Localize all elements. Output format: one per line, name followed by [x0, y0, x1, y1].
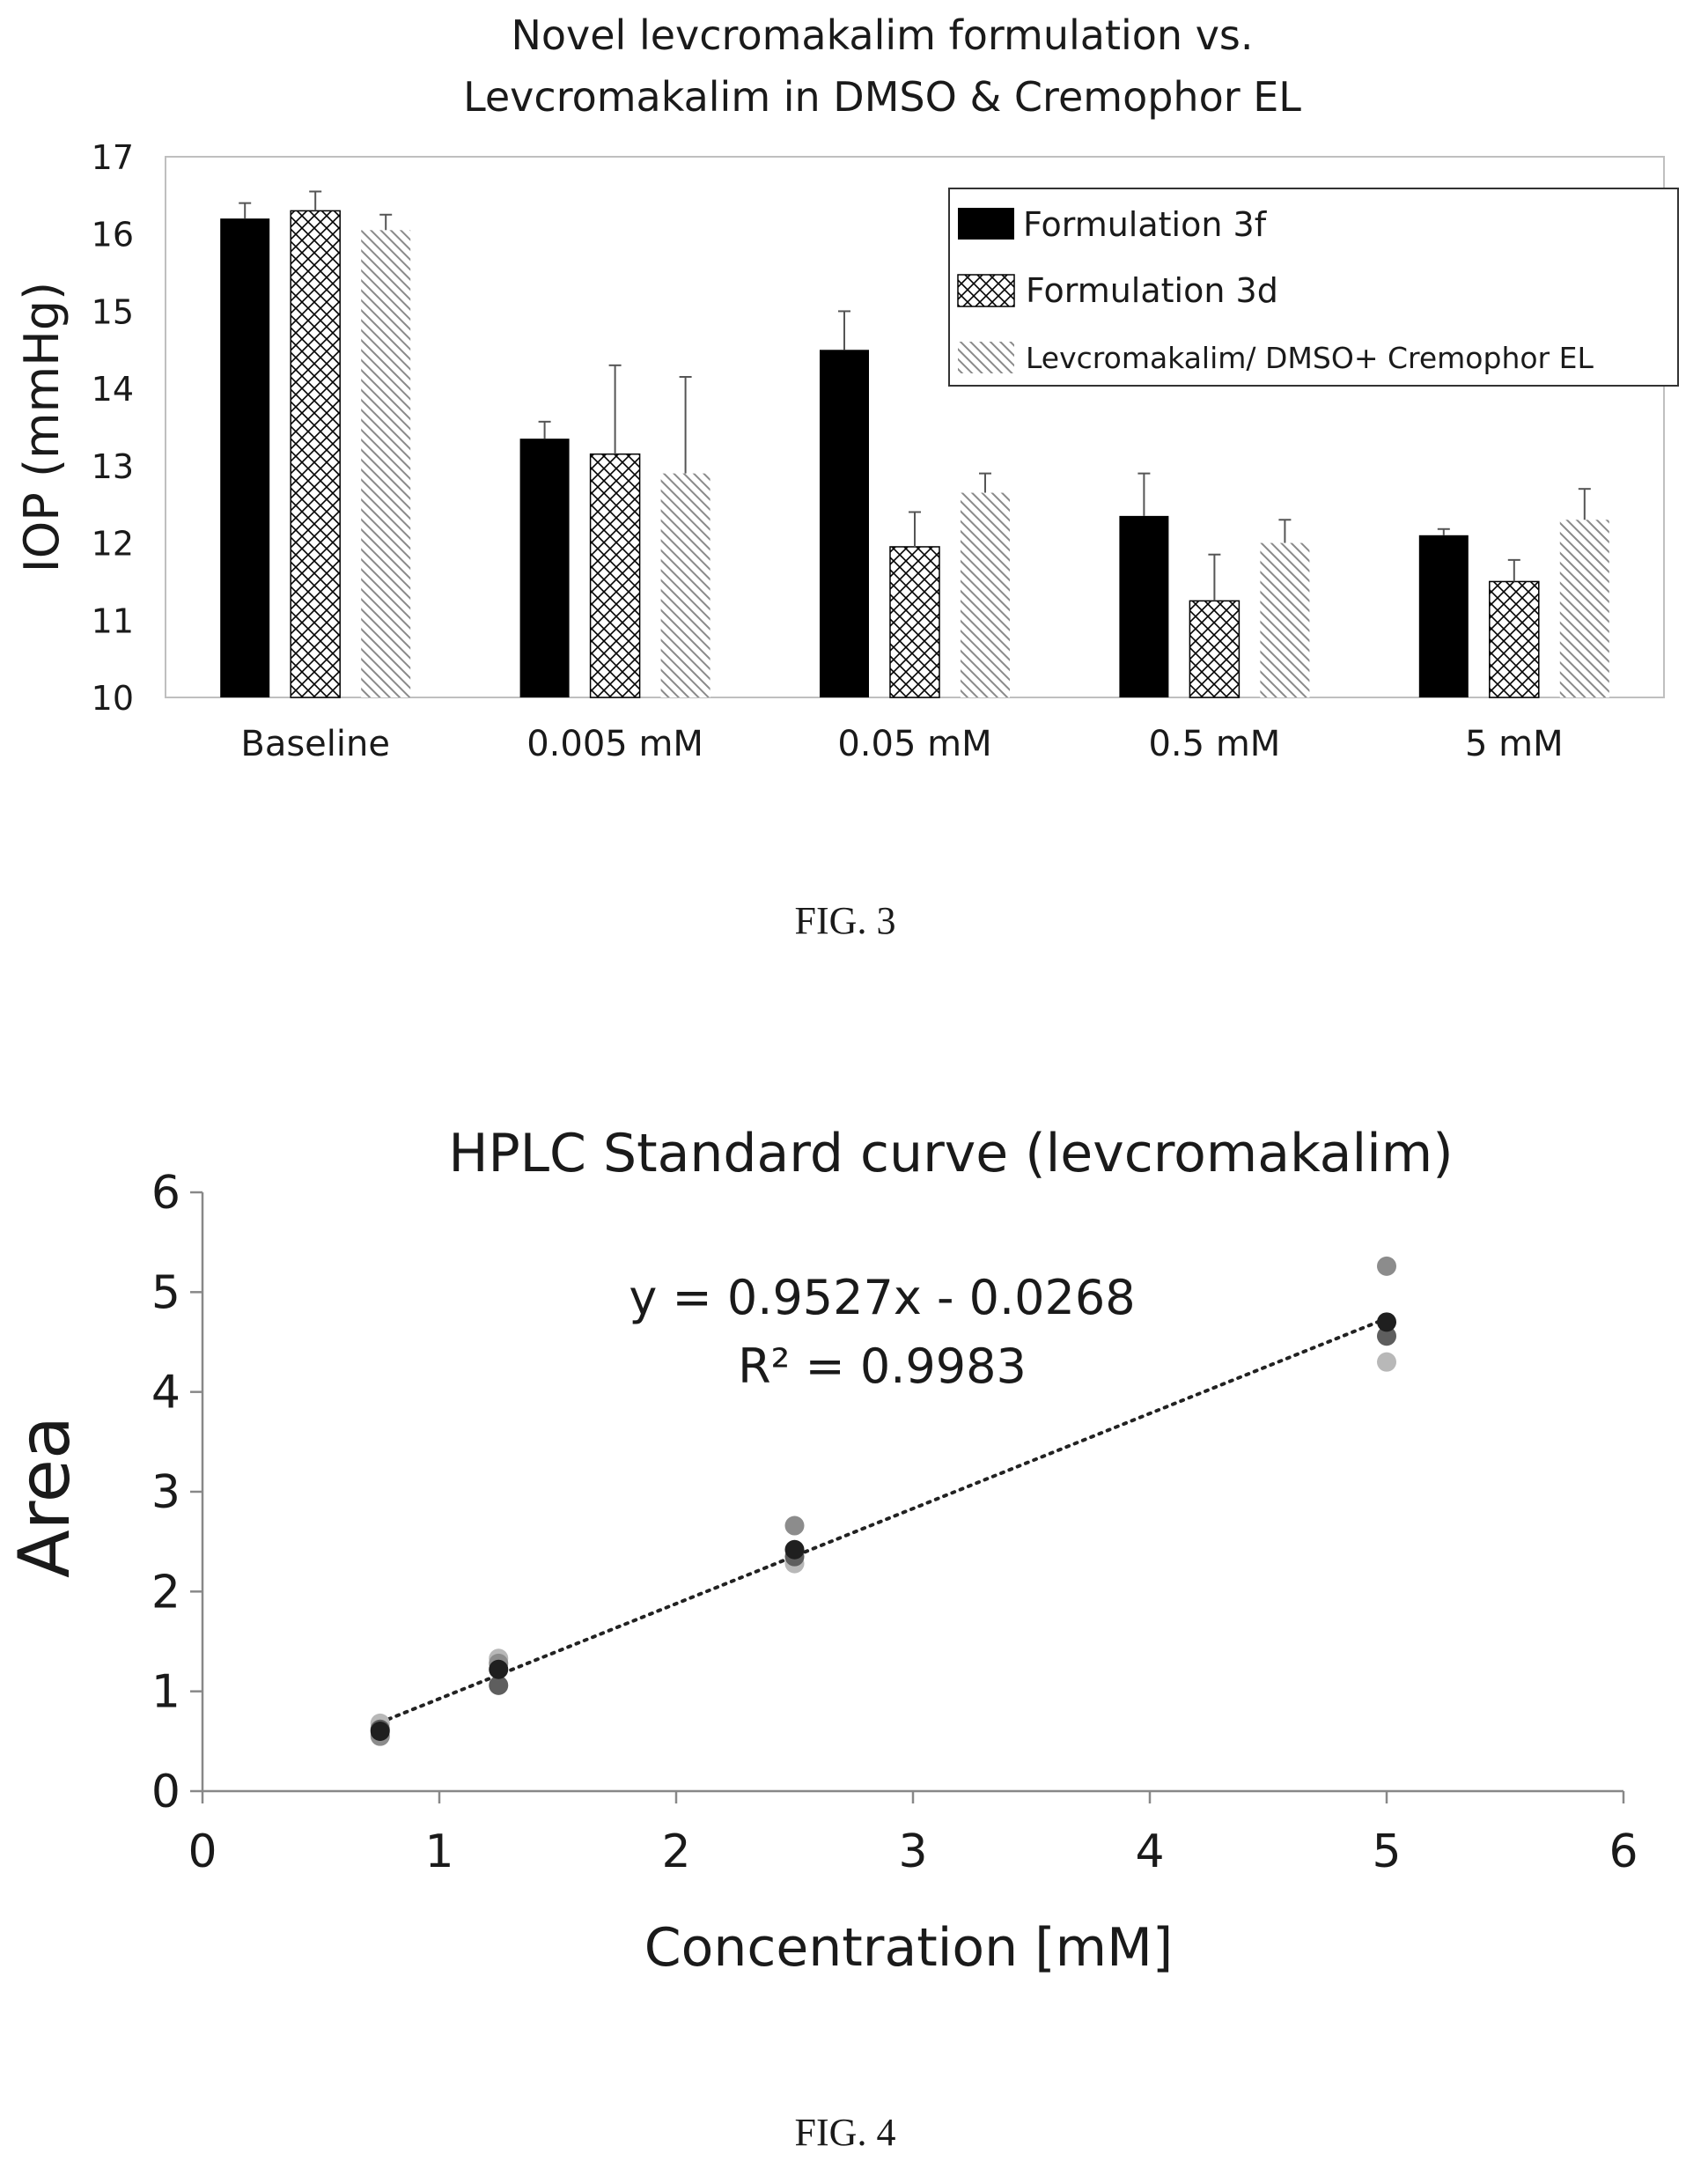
chart1-y-tick-label: 12: [92, 525, 134, 564]
bar-formulation-3d: [290, 210, 341, 698]
bar-formulation-3d: [1189, 600, 1241, 698]
chart2-x-tick-label: 4: [1135, 1825, 1164, 1878]
chart2-y-tick-label: 1: [151, 1666, 180, 1719]
chart2-y-tick-label: 6: [151, 1167, 180, 1220]
chart2-data-points: [370, 1256, 1396, 1746]
chart1-y-tick-label: 16: [92, 216, 134, 254]
bar-formulation-3f: [1418, 535, 1469, 697]
chart1-x-tick-label: 0.005 mM: [526, 724, 703, 764]
chart2-title: HPLC Standard curve (levcromakalim): [448, 1123, 1453, 1184]
chart2-y-ticks: 0 1 2 3 4 5 6: [151, 1167, 202, 1818]
bar-formulation-3f: [519, 439, 570, 697]
bar-dmso-cremophor: [1559, 520, 1609, 697]
chart1-x-tick-label: 0.5 mM: [1148, 724, 1280, 764]
chart2-equation-annotation: y = 0.9527x - 0.0268: [629, 1270, 1135, 1325]
bar-formulation-3d: [589, 453, 641, 698]
hplc-standard-curve-chart: HPLC Standard curve (levcromakalim) 0 1 2 3…: [4, 1123, 1638, 1979]
chart1-x-tick-label: 0.05 mM: [837, 724, 991, 764]
chart2-x-tick-label: 1: [424, 1825, 453, 1878]
chart1-x-tick-label: 5 mM: [1465, 724, 1564, 764]
chart1-x-tick-label: Baseline: [240, 724, 390, 764]
chart1-y-tick-labels: 10 11 12 13 14 15 16 17: [92, 138, 134, 718]
chart1-y-tick-label: 17: [92, 138, 134, 177]
chart2-x-tick-label: 2: [661, 1825, 690, 1878]
chart2-x-axis-label: Concentration [mM]: [644, 1917, 1174, 1979]
legend-label-dmso-cremophor: Levcromakalim/ DMSO+ Cremophor EL: [1026, 341, 1594, 375]
chart2-data-point: [1377, 1312, 1396, 1332]
chart2-y-tick-label: 4: [151, 1367, 180, 1420]
chart1-y-tick-label: 13: [92, 447, 134, 486]
bar-dmso-cremophor: [961, 492, 1010, 697]
chart2-data-point: [1377, 1326, 1396, 1346]
chart2-data-point: [1377, 1256, 1396, 1276]
chart2-x-tick-label: 5: [1372, 1825, 1401, 1878]
bar-formulation-3f: [1119, 515, 1169, 697]
bar-formulation-3d: [1489, 580, 1540, 698]
chart2-r-squared-annotation: R² = 0.9983: [738, 1339, 1027, 1394]
chart2-data-point: [1377, 1352, 1396, 1372]
chart1-legend-box: [948, 188, 1679, 387]
legend-swatch-dmso-cremophor: [958, 342, 1014, 373]
chart2-y-axis-label: Area: [4, 1416, 85, 1578]
iop-bar-chart: Novel levcromakalim formulation vs. Levc…: [14, 11, 1679, 764]
chart1-title-line-2: Levcromakalim in DMSO & Cremophor EL: [463, 73, 1301, 121]
chart1-title-line-1: Novel levcromakalim formulation vs.: [511, 11, 1253, 59]
legend-swatch-formulation-3f: [958, 208, 1014, 240]
chart2-data-point: [370, 1722, 390, 1741]
bar-dmso-cremophor: [1260, 542, 1310, 697]
fig4-caption: FIG. 4: [795, 2111, 896, 2154]
legend-swatch-formulation-3d: [957, 274, 1015, 307]
bar-dmso-cremophor: [660, 473, 710, 697]
chart2-x-tick-label: 6: [1609, 1825, 1638, 1878]
chart2-y-tick-label: 2: [151, 1566, 180, 1619]
chart1-legend: Formulation 3f Formulation 3d Levcromaka…: [948, 188, 1679, 387]
chart2-y-tick-label: 5: [151, 1266, 180, 1319]
bar-dmso-cremophor: [361, 230, 411, 697]
chart2-x-tick-label: 3: [898, 1825, 927, 1878]
chart1-y-tick-label: 15: [92, 292, 134, 331]
chart2-y-tick-label: 3: [151, 1466, 180, 1519]
chart2-y-tick-label: 0: [151, 1766, 180, 1818]
fig3-caption: FIG. 3: [795, 899, 896, 942]
chart2-x-ticks: 0 1 2 3 4 5 6: [188, 1791, 1638, 1878]
chart2-data-point: [784, 1516, 805, 1536]
chart1-y-tick-label: 11: [92, 601, 134, 640]
chart2-x-tick-label: 0: [188, 1825, 217, 1878]
chart2-data-point: [784, 1539, 805, 1560]
chart1-y-axis-label: IOP (mmHg): [14, 282, 70, 572]
legend-label-formulation-3f: Formulation 3f: [1023, 205, 1268, 244]
chart1-bars: [220, 190, 1609, 698]
legend-label-formulation-3d: Formulation 3d: [1026, 271, 1278, 310]
chart1-x-tick-labels: Baseline 0.005 mM 0.05 mM 0.5 mM 5 mM: [240, 724, 1563, 764]
chart1-y-tick-label: 10: [92, 679, 134, 718]
bar-formulation-3d: [889, 546, 940, 698]
bar-formulation-3f: [820, 350, 869, 697]
chart2-data-point: [489, 1675, 509, 1695]
bar-formulation-3f: [220, 218, 270, 697]
chart2-data-point: [489, 1659, 509, 1679]
chart1-y-tick-label: 14: [92, 370, 134, 409]
